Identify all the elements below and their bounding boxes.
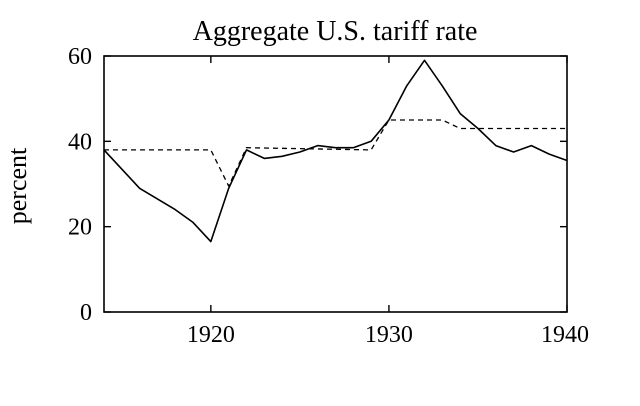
series-line-solid bbox=[103, 59, 568, 243]
y-tick-label-0: 0 bbox=[80, 300, 92, 326]
x-tick-label-1920: 1920 bbox=[187, 322, 235, 348]
y-tick-label-60: 60 bbox=[68, 44, 92, 70]
chart-marks: 0 20 40 60 1920 1930 1940 bbox=[68, 44, 589, 348]
y-axis-label: percent bbox=[3, 147, 32, 224]
y-tick-label-20: 20 bbox=[68, 215, 92, 241]
x-tick-label-1940: 1940 bbox=[541, 322, 589, 348]
plot-frame bbox=[103, 55, 568, 313]
series-line-dashed bbox=[104, 119, 567, 187]
x-tick-label-1930: 1930 bbox=[365, 322, 413, 348]
y-tick-label-40: 40 bbox=[68, 129, 92, 155]
chart-title: Aggregate U.S. tariff rate bbox=[193, 16, 478, 47]
